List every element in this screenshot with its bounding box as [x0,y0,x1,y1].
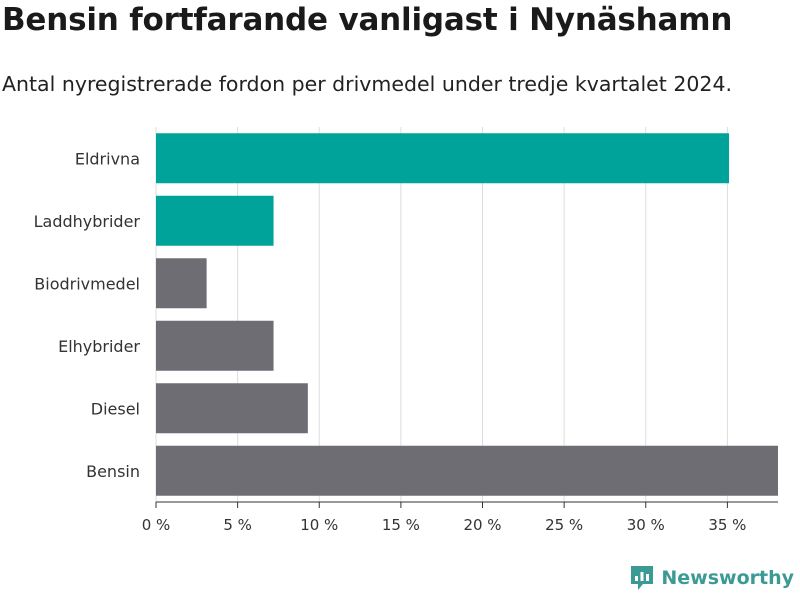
brand-name: Newsworthy [661,567,794,589]
category-label: Elhybrider [58,337,140,356]
bar-bensin [156,445,778,496]
x-tick-label: 35 % [708,516,746,534]
category-label: Eldrivna [75,149,140,168]
x-tick-label: 15 % [382,516,420,534]
bar-elhybrider [156,320,274,371]
x-tick-label: 0 % [142,516,171,534]
tick-labels: 0 % 5 % 10 % 15 % 20 % 25 % 30 % 35 % [142,501,778,534]
x-tick-label: 30 % [627,516,665,534]
chart-title: Bensin fortfarande vanligast i Nynäshamn [2,2,733,38]
x-tick-label: 5 % [223,516,252,534]
newsworthy-brand: Newsworthy [629,564,794,592]
category-label: Biodrivmedel [34,274,140,293]
bar-eldrivna [156,133,730,184]
bar-laddhybrider [156,195,274,246]
gridlines [155,127,728,502]
category-label: Bensin [86,462,140,481]
x-tick-label: 10 % [300,516,338,534]
bar-biodrivmedel [156,258,207,309]
bars [156,133,778,496]
category-label: Laddhybrider [34,212,141,231]
x-tick-label: 25 % [545,516,583,534]
chart-subtitle: Antal nyregistrerade fordon per drivmede… [2,72,733,96]
bar-diesel [156,383,308,434]
category-labels: Eldrivna Laddhybrider Biodrivmedel Elhybrid… [34,149,141,481]
x-tick-label: 20 % [463,516,501,534]
category-label: Diesel [91,399,140,418]
newsworthy-logo-icon [631,566,654,590]
